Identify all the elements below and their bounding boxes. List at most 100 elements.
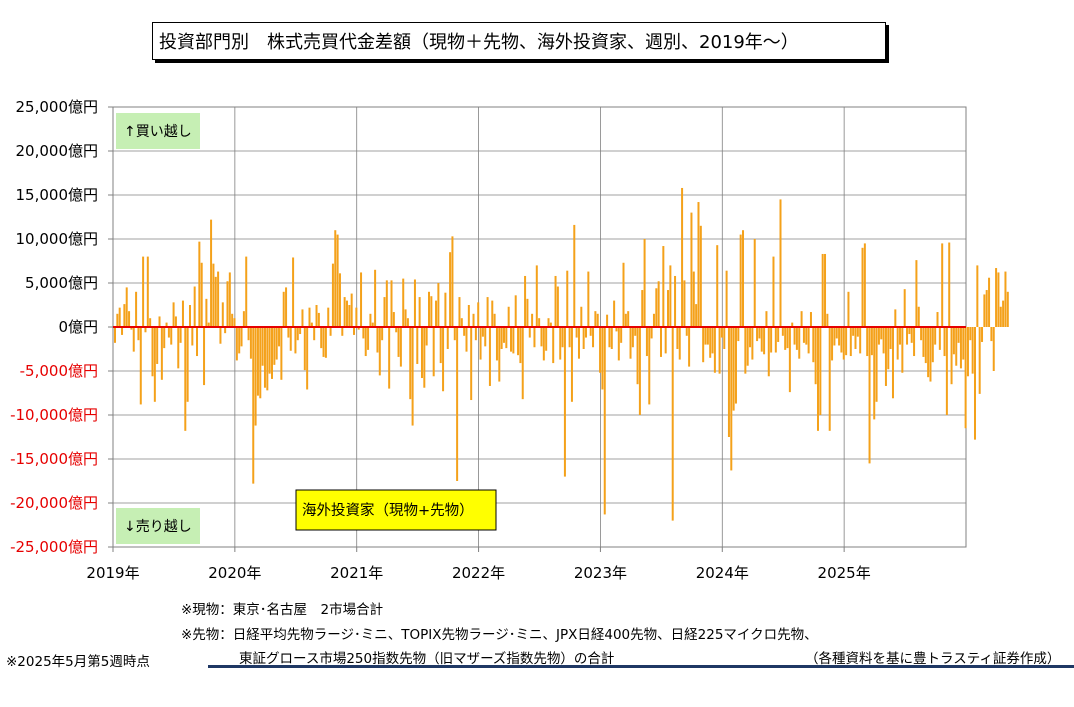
data-bar	[491, 300, 494, 327]
data-bar	[734, 327, 737, 404]
note-sakimono: ※先物：日経平均先物ラージ･ミニ、TOPIX先物ラージ･ミニ、JPX日経400先…	[181, 627, 818, 643]
data-bar	[927, 327, 930, 378]
series-label-box	[295, 489, 497, 531]
data-bar	[648, 327, 651, 405]
data-bar	[786, 327, 789, 349]
data-bar	[437, 283, 440, 327]
data-bar	[575, 327, 578, 338]
data-bar	[685, 327, 688, 336]
x-tick-label: 2023年	[574, 564, 627, 582]
data-bar	[948, 242, 951, 327]
data-bar	[121, 327, 124, 335]
data-bar	[254, 327, 257, 426]
data-bar	[779, 199, 782, 327]
data-bar	[355, 307, 358, 327]
data-bar	[521, 327, 524, 400]
data-bar	[390, 280, 393, 327]
data-bar	[308, 307, 311, 327]
data-bar	[345, 300, 348, 327]
data-bar	[838, 327, 841, 346]
data-bar	[891, 327, 894, 399]
data-bar	[435, 300, 438, 327]
data-bar	[894, 309, 897, 327]
data-bar	[428, 291, 431, 327]
data-bar	[906, 327, 909, 345]
y-tick-label: -15,000億円	[10, 450, 98, 468]
data-bar	[399, 327, 402, 367]
data-bar	[641, 290, 644, 327]
data-bar	[301, 309, 304, 327]
data-bar	[880, 327, 883, 340]
data-bar	[273, 327, 276, 365]
y-tick-label: 20,000億円	[16, 142, 99, 160]
data-bar	[268, 327, 271, 374]
data-bar	[772, 256, 775, 327]
data-bar	[678, 327, 681, 360]
sell-label-text: ↓売り越し	[124, 519, 192, 535]
data-bar	[709, 327, 712, 358]
data-bar	[125, 287, 128, 327]
data-bar	[519, 327, 522, 364]
data-bar	[627, 311, 630, 327]
data-bar	[835, 327, 838, 339]
data-bar	[667, 290, 670, 327]
data-bar	[144, 327, 147, 333]
data-bar	[908, 327, 911, 335]
data-bar	[568, 327, 571, 348]
x-tick-label: 2022年	[452, 564, 505, 582]
data-bar	[177, 327, 180, 369]
data-bar	[517, 327, 520, 356]
data-bar	[610, 327, 613, 349]
data-bar	[214, 276, 217, 327]
data-bar	[791, 322, 794, 327]
data-bar	[845, 327, 848, 356]
y-tick-label: -10,000億円	[10, 406, 98, 424]
data-bar	[205, 298, 208, 327]
data-bar	[976, 265, 979, 327]
data-bar	[732, 327, 735, 411]
data-bar	[245, 256, 248, 327]
data-bar	[118, 307, 121, 327]
data-bar	[226, 281, 229, 327]
data-bar	[899, 327, 902, 345]
data-bar	[816, 327, 819, 431]
note-sakimono-2: 東証グロース市場250指数先物（旧マザーズ指数先物）の合計	[239, 651, 615, 667]
buy-label-text: ↑買い越し	[124, 124, 192, 140]
data-bar	[629, 327, 632, 359]
data-bar	[767, 327, 770, 377]
data-bar	[861, 247, 864, 327]
data-bar	[676, 327, 679, 349]
data-bar	[716, 245, 719, 327]
data-bar	[720, 327, 723, 338]
data-bar	[212, 263, 215, 327]
data-bar	[528, 327, 531, 338]
data-bar	[310, 322, 313, 327]
data-bar	[744, 327, 747, 374]
data-bar	[242, 311, 245, 327]
data-bar	[137, 327, 140, 341]
data-bar	[336, 234, 339, 327]
data-bar	[228, 272, 231, 327]
data-bar	[512, 327, 515, 354]
data-bar	[718, 327, 721, 374]
data-bar	[542, 327, 545, 361]
y-tick-label: 25,000億円	[16, 98, 99, 116]
data-bar	[917, 306, 920, 327]
data-bar	[875, 327, 878, 402]
data-bar	[524, 275, 527, 327]
data-bar	[713, 327, 716, 373]
data-bar	[868, 327, 871, 464]
data-bar	[139, 327, 142, 405]
data-bar	[334, 230, 337, 327]
data-bar	[430, 296, 433, 327]
data-bar	[802, 327, 805, 343]
data-bar	[824, 253, 827, 327]
data-bar	[645, 327, 648, 357]
data-bar	[324, 327, 327, 358]
data-bar	[587, 271, 590, 327]
data-bar	[814, 327, 817, 385]
data-bar	[674, 275, 677, 327]
x-tick-label: 2025年	[818, 564, 871, 582]
data-bar	[582, 327, 585, 349]
data-bar	[444, 292, 447, 327]
